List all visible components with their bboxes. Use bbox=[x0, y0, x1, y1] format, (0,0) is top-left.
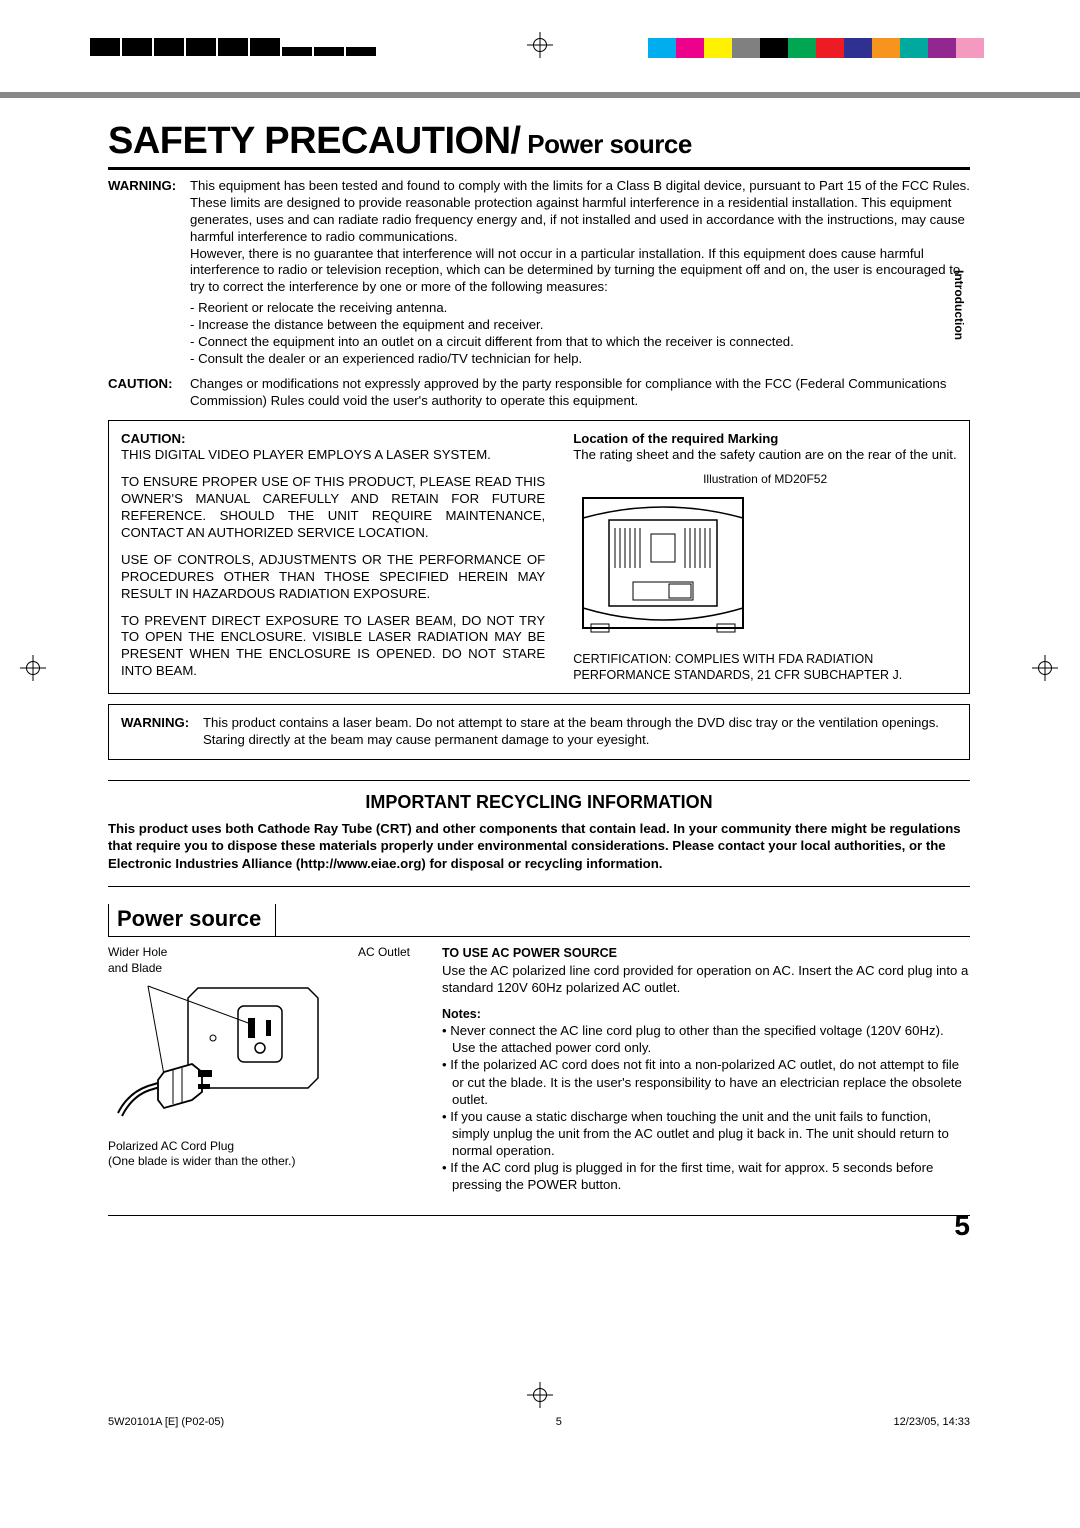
use-ac-text: Use the AC polarized line cord provided … bbox=[442, 962, 970, 996]
warning-bullet: Increase the distance between the equipm… bbox=[190, 317, 970, 334]
warning-bullets: Reorient or relocate the receiving anten… bbox=[190, 300, 970, 368]
footer-right: 12/23/05, 14:33 bbox=[894, 1416, 970, 1428]
illustration-caption: Illustration of MD20F52 bbox=[573, 472, 957, 487]
title-rule bbox=[108, 167, 970, 170]
tv-rear-illustration bbox=[573, 490, 753, 640]
laser-caution-label: CAUTION: bbox=[121, 431, 185, 446]
laser-warning-text: This product contains a laser beam. Do n… bbox=[203, 715, 957, 749]
registration-marks-top bbox=[0, 32, 1080, 70]
page-title: SAFETY PRECAUTION/ Power source bbox=[108, 120, 970, 163]
crosshair-left bbox=[20, 655, 48, 703]
certification-text: CERTIFICATION: COMPLIES WITH FDA RADIATI… bbox=[573, 651, 957, 684]
warning-p2: However, there is no guarantee that inte… bbox=[190, 246, 970, 297]
marking-heading: Location of the required Marking bbox=[573, 431, 957, 448]
laser-p4: TO PREVENT DIRECT EXPOSURE TO LASER BEAM… bbox=[121, 613, 545, 681]
page-number: 5 bbox=[954, 1210, 970, 1242]
warning-bullet: Consult the dealer or an experienced rad… bbox=[190, 351, 970, 368]
power-source-notes: Never connect the AC line cord plug to o… bbox=[442, 1022, 970, 1194]
crosshair-icon bbox=[527, 32, 553, 58]
power-source-heading-wrap: Power source bbox=[108, 903, 970, 938]
crosshair-right bbox=[1032, 655, 1060, 703]
plug-caption: Polarized AC Cord Plug (One blade is wid… bbox=[108, 1139, 428, 1169]
laser-p3: USE OF CONTROLS, ADJUSTMENTS OR THE PERF… bbox=[121, 552, 545, 603]
crosshair-icon bbox=[527, 1382, 553, 1408]
footer: 5W20101A [E] (P02-05) 5 12/23/05, 14:33 bbox=[108, 1416, 970, 1428]
warning-p1: This equipment has been tested and found… bbox=[190, 178, 970, 246]
title-main: SAFETY PRECAUTION/ bbox=[108, 120, 521, 162]
fcc-definitions: WARNING: This equipment has been tested … bbox=[108, 178, 970, 410]
laser-p1: THIS DIGITAL VIDEO PLAYER EMPLOYS A LASE… bbox=[121, 447, 545, 464]
page-number-rule bbox=[108, 1215, 970, 1216]
color-registration-bars bbox=[648, 38, 984, 58]
warning-bullet: Connect the equipment into an outlet on … bbox=[190, 334, 970, 351]
black-registration-bars bbox=[90, 38, 376, 56]
use-ac-heading: TO USE AC POWER SOURCE bbox=[442, 945, 970, 961]
footer-left: 5W20101A [E] (P02-05) bbox=[108, 1416, 224, 1428]
laser-p2: TO ENSURE PROPER USE OF THIS PRODUCT, PL… bbox=[121, 474, 545, 542]
notes-heading: Notes: bbox=[442, 1006, 970, 1022]
laser-warning-label: WARNING: bbox=[121, 715, 203, 749]
power-note: Never connect the AC line cord plug to o… bbox=[442, 1022, 970, 1056]
section-tab: Introduction bbox=[952, 270, 966, 340]
ac-outlet-illustration bbox=[108, 978, 328, 1128]
recycling-section: IMPORTANT RECYCLING INFORMATION This pro… bbox=[108, 780, 970, 887]
power-note: If the polarized AC cord does not fit in… bbox=[442, 1056, 970, 1107]
warning-bullet: Reorient or relocate the receiving anten… bbox=[190, 300, 970, 317]
power-source-body: Wider Hole and Blade AC Outlet bbox=[108, 945, 970, 1193]
power-note: If the AC cord plug is plugged in for th… bbox=[442, 1159, 970, 1193]
ac-outlet-label: AC Outlet bbox=[358, 945, 410, 976]
caution-label: CAUTION: bbox=[108, 376, 190, 410]
registration-marks-bottom bbox=[0, 1382, 1080, 1406]
page-content: SAFETY PRECAUTION/ Power source Introduc… bbox=[108, 120, 970, 1194]
warning-label: WARNING: bbox=[108, 178, 190, 368]
power-source-heading: Power source bbox=[108, 904, 276, 937]
laser-warning-box: WARNING: This product contains a laser b… bbox=[108, 704, 970, 760]
recycling-text: This product uses both Cathode Ray Tube … bbox=[108, 820, 970, 871]
gray-rule bbox=[0, 92, 1080, 98]
title-sub: Power source bbox=[521, 129, 692, 159]
laser-caution-box: CAUTION: THIS DIGITAL VIDEO PLAYER EMPLO… bbox=[108, 420, 970, 695]
marking-desc: The rating sheet and the safety caution … bbox=[573, 447, 957, 464]
recycling-heading: IMPORTANT RECYCLING INFORMATION bbox=[108, 791, 970, 814]
power-note: If you cause a static discharge when tou… bbox=[442, 1108, 970, 1159]
footer-center: 5 bbox=[556, 1416, 562, 1428]
caution-text: Changes or modifications not expressly a… bbox=[190, 376, 970, 410]
wider-hole-label: Wider Hole and Blade bbox=[108, 945, 167, 976]
